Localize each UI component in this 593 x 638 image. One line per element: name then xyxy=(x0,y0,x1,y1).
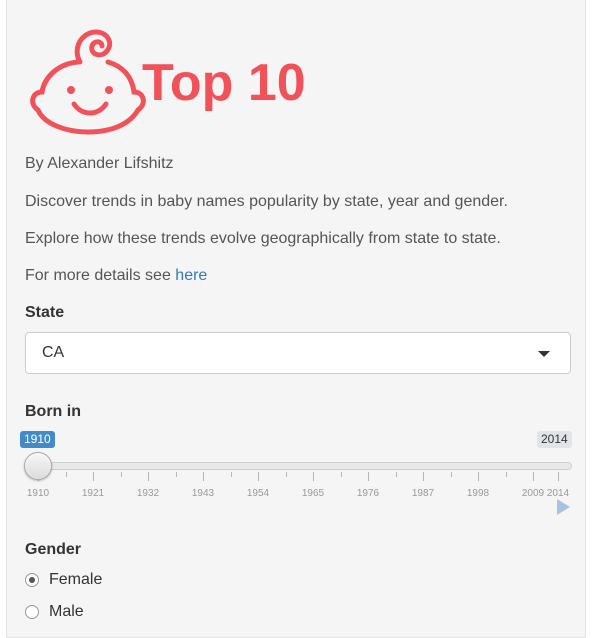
explore-text: Explore how these trends evolve geograph… xyxy=(25,230,501,247)
caret-down-icon xyxy=(538,351,550,357)
year-slider-handle[interactable] xyxy=(24,452,52,480)
radio-label-male: Male xyxy=(49,603,84,620)
slider-minor-tick xyxy=(340,472,342,477)
gender-label: Gender xyxy=(25,541,82,558)
slider-tick-label: 1932 xyxy=(136,488,160,499)
slider-to-value: 2014 xyxy=(537,431,572,448)
slider-tick-label: 1976 xyxy=(356,488,380,499)
slider-tick-label: 1921 xyxy=(81,488,105,499)
author-text: By Alexander Lifshitz xyxy=(25,155,174,172)
slider-tick-label: 2009 xyxy=(521,488,545,499)
state-label: State xyxy=(25,304,65,321)
radio-label-female: Female xyxy=(49,571,103,588)
radio-dot-icon xyxy=(29,577,35,583)
slider-tick-label: 1943 xyxy=(191,488,215,499)
slider-minor-tick xyxy=(450,472,452,477)
radio-male[interactable] xyxy=(25,605,39,619)
slider-minor-tick xyxy=(120,472,122,477)
slider-minor-tick xyxy=(505,472,507,477)
year-slider-track[interactable] xyxy=(26,462,572,470)
slider-major-tick xyxy=(93,472,94,481)
slider-major-tick xyxy=(423,472,424,481)
details-text: For more details see here xyxy=(25,266,207,286)
slider-minor-tick xyxy=(175,472,177,477)
details-link[interactable]: here xyxy=(175,267,208,284)
slider-tick-label: 1998 xyxy=(466,488,490,499)
slider-minor-tick xyxy=(395,472,397,477)
details-prefix: For more details see xyxy=(25,267,171,284)
slider-from-value: 1910 xyxy=(20,431,55,448)
slider-major-tick xyxy=(313,472,314,481)
slider-minor-tick xyxy=(65,472,67,477)
state-select[interactable]: CA xyxy=(25,332,571,374)
slider-tick-label: 1954 xyxy=(246,488,270,499)
baby-face-logo-icon xyxy=(30,29,146,135)
state-select-value: CA xyxy=(42,344,65,361)
slider-major-tick xyxy=(203,472,204,481)
slider-minor-tick xyxy=(285,472,287,477)
slider-major-tick xyxy=(558,472,559,481)
play-icon[interactable] xyxy=(557,499,570,515)
slider-major-tick xyxy=(148,472,149,481)
slider-major-tick xyxy=(258,472,259,481)
slider-major-tick xyxy=(368,472,369,481)
description-text: Discover trends in baby names popularity… xyxy=(25,193,508,210)
slider-tick-label: 1987 xyxy=(411,488,435,499)
app-title: Top 10 xyxy=(142,54,306,112)
radio-female[interactable] xyxy=(25,573,39,587)
slider-major-tick xyxy=(478,472,479,481)
slider-major-tick xyxy=(533,472,534,481)
slider-tick-label: 2014 xyxy=(546,488,570,499)
slider-tick-label: 1910 xyxy=(26,488,50,499)
slider-tick-label: 1965 xyxy=(301,488,325,499)
slider-minor-tick xyxy=(230,472,232,477)
born-in-label: Born in xyxy=(25,403,81,420)
